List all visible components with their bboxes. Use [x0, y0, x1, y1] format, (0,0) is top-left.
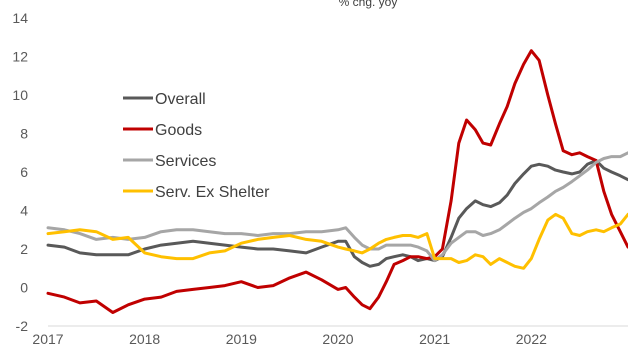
y-tick-label: -2: [16, 318, 29, 334]
legend-label: Goods: [155, 122, 202, 139]
x-tick-label: 2021: [419, 331, 450, 347]
y-tick-label: 4: [20, 203, 28, 219]
y-tick-label: 12: [12, 49, 28, 65]
x-tick-label: 2019: [226, 331, 257, 347]
x-tick-label: 2018: [129, 331, 160, 347]
y-tick-label: 6: [20, 164, 28, 180]
legend: Overall Goods Services Serv. Ex Shelter: [123, 91, 270, 201]
legend-label: Services: [155, 153, 216, 170]
series-line-overall: [46, 159, 628, 268]
y-tick-label: 10: [12, 87, 28, 103]
x-tick-label: 2020: [322, 331, 353, 347]
y-tick-label: 0: [20, 280, 28, 296]
legend-label: Serv. Ex Shelter: [155, 184, 270, 201]
series-lines: [46, 49, 628, 314]
series-line-services: [46, 151, 628, 263]
x-tick-label: 2017: [32, 331, 63, 347]
legend-label: Overall: [155, 91, 206, 108]
series-line-goods: [46, 49, 628, 314]
y-tick-label: 2: [20, 241, 28, 257]
y-axis: -2 0 2 4 6 8 10 12 14: [12, 10, 28, 334]
x-axis: 2017 2018 2019 2020 2021 2022: [32, 331, 547, 347]
y-tick-label: 8: [20, 126, 28, 142]
x-tick-label: 2022: [516, 331, 547, 347]
y-tick-label: 14: [12, 10, 28, 26]
series-line-serv-ex-shelter: [46, 212, 628, 270]
chart-subtitle: % chg. yoy: [339, 0, 398, 9]
